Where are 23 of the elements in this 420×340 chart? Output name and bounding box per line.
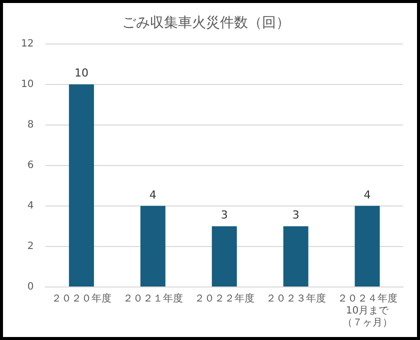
y-tick-label: 0 — [27, 282, 34, 293]
x-tick-label: ２０２１年度 — [122, 292, 183, 305]
x-tick-label: ２０２０年度 — [51, 292, 112, 305]
y-tick-label: 2 — [27, 241, 34, 252]
bar — [354, 206, 380, 286]
data-label: 4 — [149, 188, 156, 202]
bar — [140, 206, 166, 286]
bar — [283, 226, 308, 286]
y-tick-label: 6 — [27, 160, 34, 171]
data-label: 10 — [74, 66, 88, 80]
chart-title: ごみ収集車火災件数（回） — [122, 15, 290, 32]
bar — [68, 84, 94, 286]
x-tick-label: ２０２３年度 — [266, 292, 326, 305]
data-label: 4 — [364, 188, 371, 202]
data-label: 3 — [292, 208, 300, 222]
bar — [212, 226, 237, 286]
y-tick-label: 4 — [27, 200, 34, 212]
y-tick-label: 8 — [27, 119, 34, 130]
x-tick-label: ２０２２年度 — [194, 292, 254, 305]
data-label: 3 — [220, 208, 228, 222]
x-tick-label: ２０２４年度 10月まで（７ヶ月） — [337, 292, 398, 329]
y-tick-label: 12 — [20, 38, 34, 50]
y-tick-label: 10 — [20, 78, 34, 90]
